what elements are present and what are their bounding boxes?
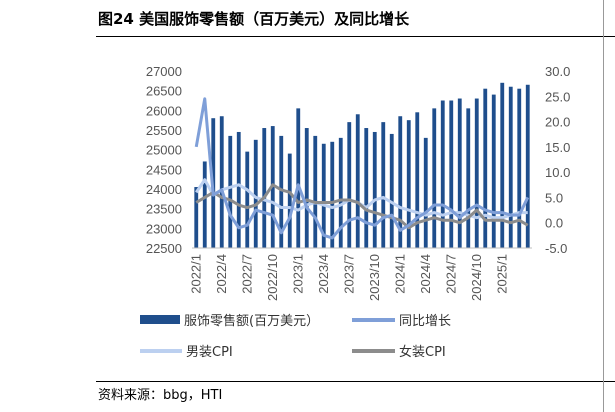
bar-2024/9	[466, 108, 471, 249]
bar-2023/6	[338, 137, 343, 248]
x-tick-label: 2023/1	[290, 254, 305, 294]
bar-2022/1	[194, 187, 199, 248]
bar-2023/5	[330, 141, 335, 248]
bar-2022/2	[202, 161, 207, 248]
y-right-tick-label: 30.0	[545, 64, 570, 79]
y-left-tick-label: 22500	[146, 241, 182, 256]
y-left-tick-label: 23500	[146, 202, 182, 217]
y-left-tick-label: 27000	[146, 64, 182, 79]
x-tick-label: 2023/7	[341, 254, 356, 294]
y-left-tick-label: 23000	[146, 221, 182, 236]
y-right-tick-label: 10.0	[545, 165, 570, 180]
x-tick-label: 2022/1	[188, 254, 203, 294]
title-rule	[96, 36, 615, 37]
x-tick-label: 2023/10	[367, 254, 382, 301]
bar-2024/7	[449, 100, 454, 248]
figure-title: 图24 美国服饰零售额（百万美元）及同比增长	[98, 10, 410, 28]
y-right-tick-labels: 30.0 25.0 20.0 15.0 10.0 5.0 0.0 -5.0	[545, 64, 570, 256]
x-tick-label: 2024/4	[418, 254, 433, 294]
bar-series-retail-sales	[194, 82, 530, 249]
bar-2024/8	[457, 98, 462, 248]
bar-2023/10	[372, 131, 377, 248]
bar-2025/1	[500, 82, 505, 248]
legend-label-retail-sales: 服饰零售额(百万美元）	[184, 313, 319, 329]
y-left-tick-labels: 27000 26500 26000 25500 25000 24500 24000 23500…	[146, 64, 182, 256]
bar-2023/9	[364, 128, 369, 248]
legend-label-men-cpi: 男装CPI	[186, 345, 233, 360]
x-tick-label: 2025/1	[494, 254, 509, 294]
x-tick-label: 2024/1	[392, 254, 407, 294]
bar-2022/6	[236, 131, 241, 248]
bar-2023/8	[355, 114, 360, 249]
chart: 27000 26500 26000 25500 25000 24500 24000 23500…	[140, 64, 570, 360]
y-right-tick-label: 5.0	[545, 190, 563, 205]
bar-2023/4	[321, 143, 326, 248]
bar-2024/5	[432, 108, 437, 249]
y-left-tick-label: 25500	[146, 123, 182, 138]
x-tick-label: 2022/10	[265, 254, 280, 301]
bar-2023/2	[304, 128, 309, 248]
y-right-tick-label: 20.0	[545, 115, 570, 130]
y-right-tick-label: 15.0	[545, 140, 570, 155]
y-left-tick-label: 26000	[146, 103, 182, 118]
line-yoy-growth	[194, 97, 530, 240]
x-tick-label: 2023/4	[316, 254, 331, 294]
bar-2024/11	[483, 88, 488, 248]
bar-2024/12	[491, 94, 496, 248]
y-right-tick-label: 0.0	[545, 216, 563, 231]
bar-2023/11	[381, 122, 386, 248]
y-right-tick-label: 25.0	[545, 89, 570, 104]
bar-2024/2	[406, 120, 411, 248]
x-tick-label: 2024/7	[443, 254, 458, 294]
bar-2022/5	[228, 135, 233, 248]
bar-2022/11	[279, 135, 284, 248]
bar-2024/6	[440, 100, 445, 248]
bar-2023/1	[296, 108, 301, 249]
legend-label-women-cpi: 女装CPI	[399, 344, 446, 360]
y-left-tick-label: 26500	[146, 84, 182, 99]
bar-2023/7	[347, 122, 352, 248]
line-series-group	[194, 97, 530, 240]
bar-2024/3	[415, 112, 420, 248]
bar-2023/3	[313, 135, 318, 248]
bar-2024/1	[398, 116, 403, 248]
bar-2025/4	[525, 84, 530, 249]
x-tick-label: 2022/7	[239, 254, 254, 294]
bar-2024/4	[423, 137, 428, 248]
x-tick-label: 2024/10	[469, 254, 484, 301]
y-right-tick-label: -5.0	[545, 241, 567, 256]
y-left-tick-label: 24500	[146, 162, 182, 177]
x-tick-labels: 2022/1 2022/4 2022/7 2022/10 2023/1 2023/4 202…	[188, 254, 509, 301]
bar-2025/2	[508, 86, 513, 248]
bar-2022/9	[262, 128, 267, 248]
bar-2024/10	[474, 98, 479, 248]
legend-swatch-retail-sales	[140, 315, 180, 324]
bar-2022/12	[287, 153, 292, 248]
legend: 服饰零售额(百万美元） 同比增长 男装CPI 女装CPI	[140, 313, 451, 360]
y-left-tick-label: 25000	[146, 143, 182, 158]
legend-label-yoy: 同比增长	[399, 314, 451, 329]
source-rule	[96, 381, 615, 382]
bar-2022/8	[253, 139, 258, 248]
bar-2022/7	[245, 151, 250, 248]
bar-2023/12	[389, 133, 394, 248]
right-panel-divider	[603, 0, 604, 412]
source-note: 资料来源：bbg，HTI	[98, 388, 223, 403]
line-women-cpi	[195, 183, 529, 230]
bar-2025/3	[517, 88, 522, 248]
bar-2022/4	[219, 116, 224, 248]
y-left-tick-label: 24000	[146, 182, 182, 197]
x-tick-label: 2022/4	[214, 254, 229, 294]
